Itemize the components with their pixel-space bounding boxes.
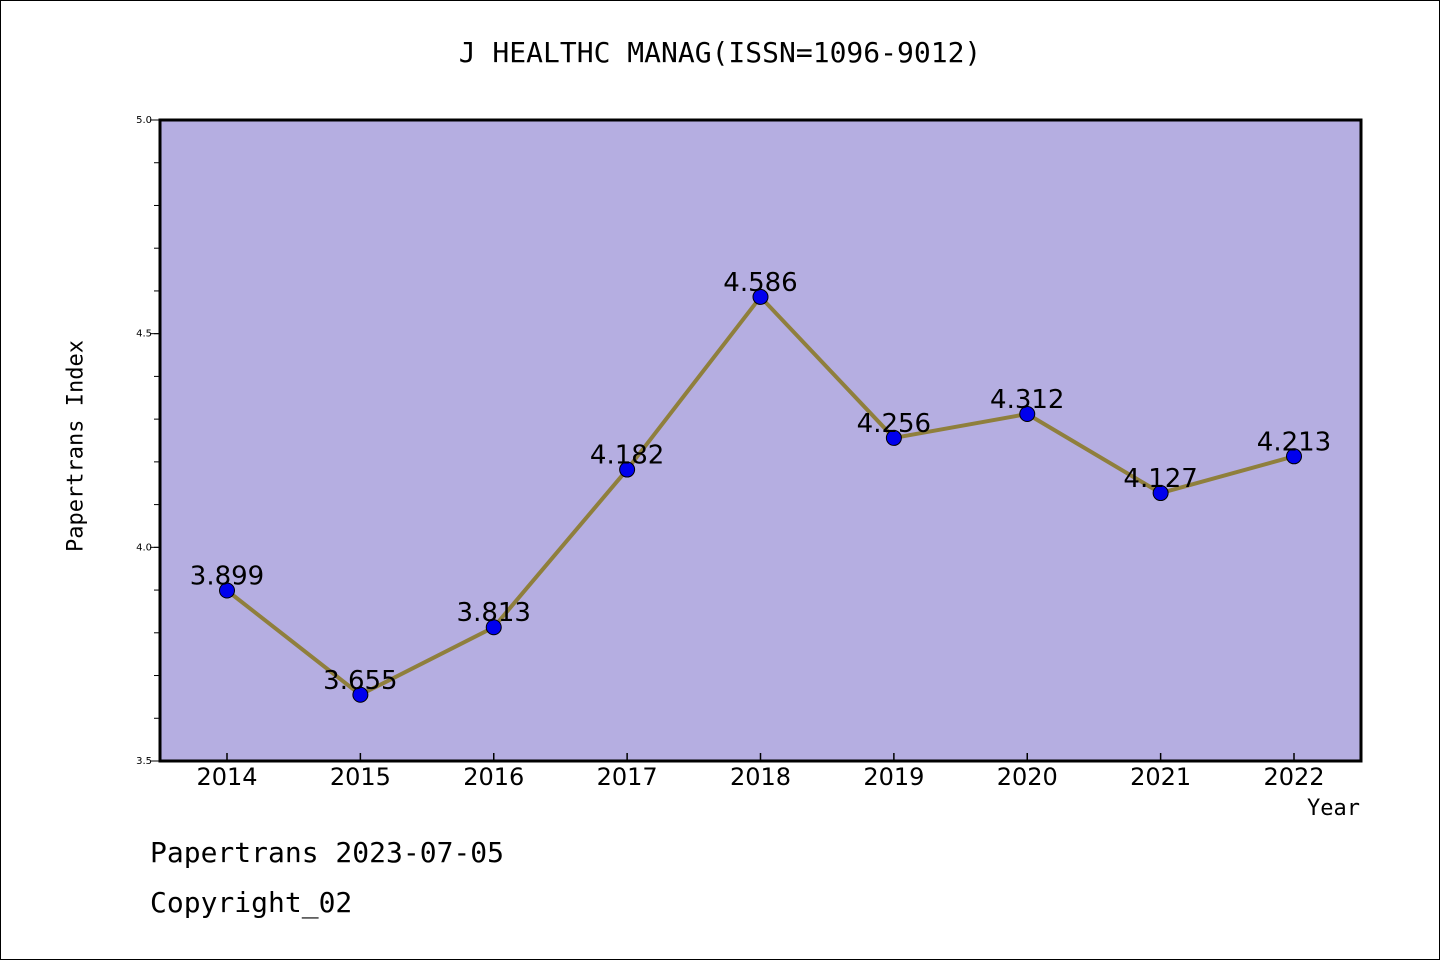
y-tick-label: 4.0 [136, 542, 152, 553]
data-label: 3.655 [323, 666, 397, 696]
x-tick-label: 2020 [997, 763, 1058, 791]
x-tick-label: 2021 [1130, 763, 1191, 791]
footer-copyright: Copyright_02 [150, 886, 353, 919]
data-point [752, 288, 769, 305]
data-point [219, 582, 235, 599]
x-tick-label: 2014 [196, 763, 257, 791]
data-label: 3.813 [457, 598, 531, 628]
x-tick-label: 2022 [1263, 763, 1324, 791]
data-label: 4.256 [857, 409, 931, 439]
plot-area [160, 120, 1361, 761]
data-point [1286, 448, 1302, 465]
data-label: 4.213 [1257, 427, 1331, 457]
data-label: 4.312 [990, 385, 1064, 415]
y-tick-label: 3.5 [136, 756, 152, 767]
x-tick-label: 2018 [730, 763, 791, 791]
data-point [619, 461, 636, 478]
x-tick-label: 2019 [863, 763, 924, 791]
data-point [485, 619, 502, 636]
x-axis-label: Year [1307, 796, 1360, 821]
chart-title: J HEALTHC MANAG(ISSN=1096-9012) [458, 36, 982, 69]
footer-date: Papertrans 2023-07-05 [150, 836, 505, 869]
y-tick-label: 5.0 [136, 115, 152, 126]
x-tick-label: 2015 [330, 763, 391, 791]
x-tick-label: 2016 [463, 763, 524, 791]
data-label: 4.586 [723, 268, 797, 298]
x-tick-label: 2017 [597, 763, 658, 791]
data-label: 4.182 [590, 441, 664, 471]
data-point [352, 686, 369, 703]
data-point [1152, 485, 1169, 502]
data-point [1019, 406, 1036, 423]
plot-border [158, 118, 1363, 763]
data-label: 3.899 [190, 561, 264, 591]
y-tick-label: 4.5 [136, 329, 152, 340]
data-label: 4.127 [1123, 464, 1197, 494]
data-point [885, 429, 902, 446]
